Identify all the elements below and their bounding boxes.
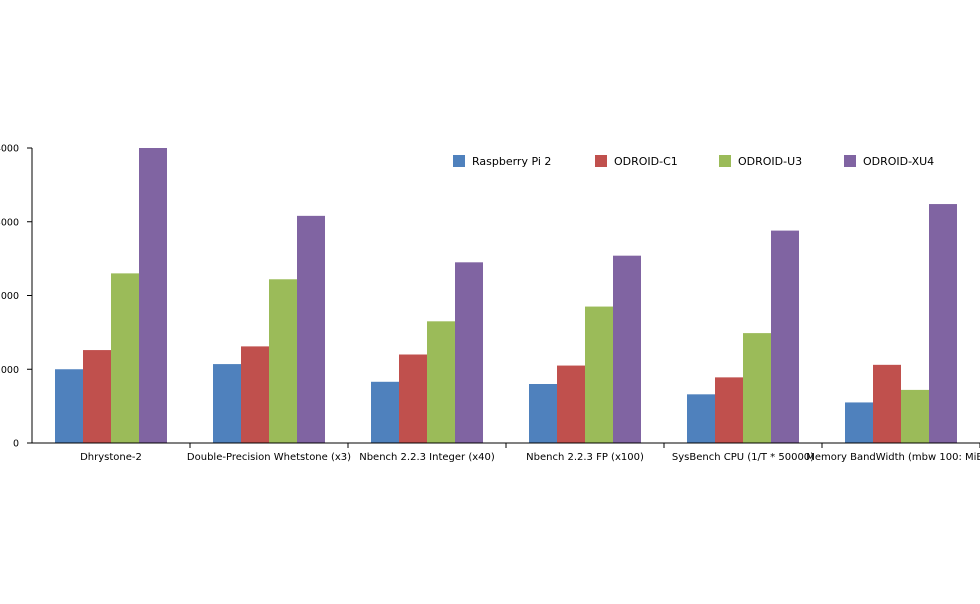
x-category-label: Nbench 2.2.3 Integer (x40) — [359, 452, 495, 463]
bar-odroid-xu4 — [297, 215, 325, 443]
bar-raspberry-pi-2 — [529, 384, 557, 443]
legend-swatch — [595, 155, 607, 167]
y-axis-ticks: 0 1000 2000 3000 4000 — [0, 144, 32, 450]
legend-label: ODROID-C1 — [614, 155, 678, 168]
bar-odroid-c1 — [873, 364, 901, 443]
legend-label: ODROID-XU4 — [863, 155, 934, 168]
bar-odroid-xu4 — [771, 230, 799, 443]
bar-odroid-u3 — [111, 273, 139, 443]
chart-legend: Raspberry Pi 2 ODROID-C1 ODROID-U3 ODROID-X… — [453, 155, 934, 168]
bar-raspberry-pi-2 — [845, 402, 873, 443]
bar-odroid-xu4 — [613, 255, 641, 443]
legend-swatch — [719, 155, 731, 167]
y-tick-label: 4000 — [0, 144, 19, 155]
bar-odroid-xu4 — [455, 262, 483, 443]
x-category-label: Dhrystone-2 — [80, 452, 142, 463]
bar-odroid-c1 — [557, 365, 585, 443]
x-category-label: Nbench 2.2.3 FP (x100) — [526, 452, 644, 463]
bar-raspberry-pi-2 — [687, 394, 715, 443]
bars-group — [55, 148, 957, 443]
x-category-label: SysBench CPU (1/T * 50000) — [672, 452, 814, 463]
bar-odroid-u3 — [743, 333, 771, 443]
legend-label: Raspberry Pi 2 — [472, 155, 551, 168]
bar-odroid-c1 — [241, 346, 269, 443]
bar-odroid-xu4 — [929, 204, 957, 443]
bar-odroid-c1 — [83, 350, 111, 443]
y-tick-label: 1000 — [0, 365, 19, 376]
legend-label: ODROID-U3 — [738, 155, 802, 168]
bar-raspberry-pi-2 — [55, 369, 83, 443]
bar-raspberry-pi-2 — [213, 364, 241, 443]
y-tick-label: 0 — [13, 439, 19, 450]
bar-odroid-xu4 — [139, 148, 167, 443]
bar-odroid-u3 — [901, 389, 929, 443]
y-tick-label: 3000 — [0, 217, 19, 228]
y-tick-label: 2000 — [0, 291, 19, 302]
x-category-label: Double-Precision Whetstone (x3) — [187, 452, 351, 463]
x-category-label: Memory BandWidth (mbw 100: MiB/s) — [806, 452, 980, 463]
bar-odroid-c1 — [715, 377, 743, 443]
bar-odroid-u3 — [585, 306, 613, 443]
bar-odroid-c1 — [399, 354, 427, 443]
axes-group — [31, 148, 980, 448]
bar-odroid-u3 — [427, 321, 455, 443]
category-labels: Dhrystone-2 Double-Precision Whetstone (x… — [80, 452, 980, 463]
bar-raspberry-pi-2 — [371, 381, 399, 443]
bar-odroid-u3 — [269, 279, 297, 443]
legend-swatch — [453, 155, 465, 167]
legend-swatch — [844, 155, 856, 167]
